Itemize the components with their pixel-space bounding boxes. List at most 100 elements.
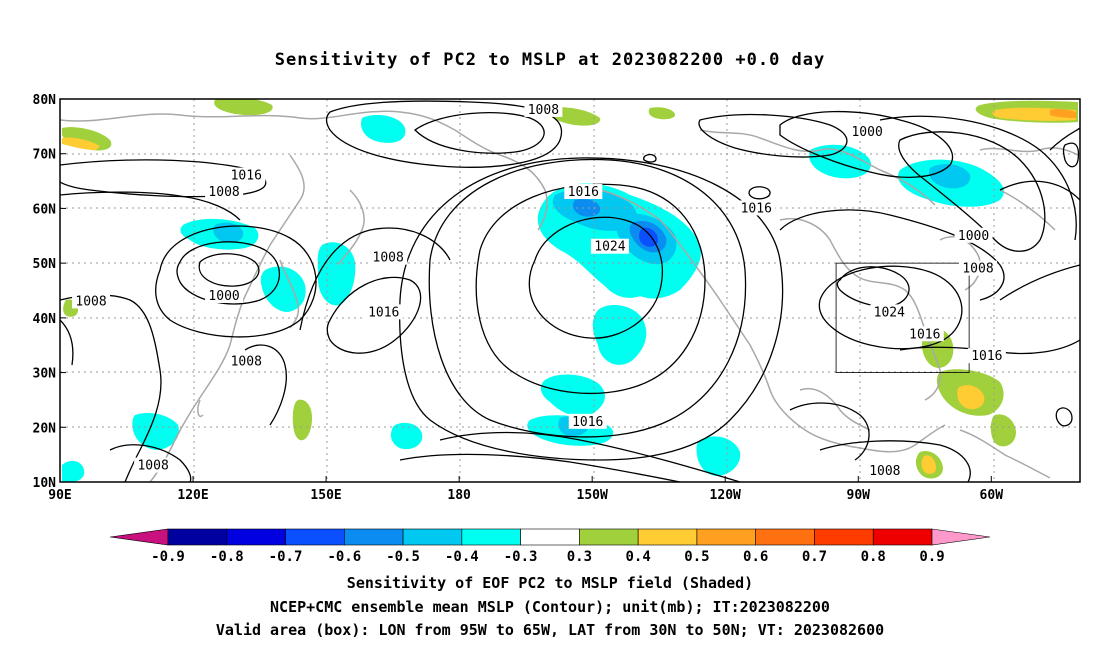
- shade-patch: [361, 115, 406, 143]
- contour-line: [818, 265, 963, 350]
- contour-label-bg: [568, 413, 607, 429]
- coastline: [779, 218, 926, 331]
- shade-patch: [572, 198, 601, 217]
- coastline: [454, 129, 548, 231]
- shade-patch: [1050, 109, 1076, 118]
- contour-label-bg: [848, 123, 887, 139]
- lon-label: 90E: [48, 488, 71, 503]
- colorbar-label: 0.5: [684, 549, 709, 565]
- contour-label-bg: [865, 463, 904, 479]
- contour-line: [299, 227, 451, 331]
- contour-line: [428, 158, 747, 438]
- shade-patch: [639, 227, 658, 247]
- contour-line: [60, 294, 162, 482]
- contour-label: 1008: [369, 249, 408, 266]
- contour-label-text: 1024: [874, 305, 905, 320]
- shade-patch: [957, 385, 985, 410]
- contour-label-text: 1008: [528, 103, 559, 118]
- shade-patch: [648, 107, 676, 120]
- contour-line: [176, 241, 281, 305]
- contour-line: [326, 276, 422, 354]
- shade-patch: [809, 144, 871, 179]
- lon-label: 90W: [847, 488, 871, 503]
- contour-label-text: 1008: [373, 251, 404, 266]
- contour-label-text: 1008: [231, 355, 262, 370]
- contour-label-text: 1008: [869, 464, 900, 479]
- contour-label-bg: [564, 184, 603, 200]
- contour-label: 1008: [227, 353, 266, 370]
- colorbar-label: 0.7: [802, 549, 827, 565]
- contour-line: [528, 216, 663, 339]
- contour-line: [898, 131, 1046, 252]
- contour-label-bg: [967, 348, 1006, 364]
- shade-patch: [990, 414, 1016, 447]
- colorbar-box: [579, 528, 639, 546]
- lat-label: 80N: [33, 93, 57, 108]
- contour-line: [1049, 127, 1080, 151]
- contour-label-text: 1008: [137, 459, 168, 474]
- contour-label-text: 1016: [741, 201, 772, 216]
- latitude-labels: 80N 70N 60N 50N 40N 30N 20N 10N: [33, 93, 66, 491]
- caption-contour: NCEP+CMC ensemble mean MSLP (Contour); u…: [270, 598, 830, 616]
- coastline: [279, 259, 300, 329]
- contour-label-bg: [227, 167, 266, 183]
- longitude-labels: 90E 120E 150E 180 150W 120W 90W 60W: [48, 476, 1003, 503]
- colorbar-label: -0.3: [504, 549, 538, 565]
- shade-patch: [921, 455, 936, 474]
- contour-label: 1008: [524, 101, 563, 118]
- contour-line: [999, 264, 1080, 301]
- contour-line: [999, 180, 1080, 201]
- contour-line: [399, 157, 784, 461]
- contour-label-text: 1008: [962, 262, 993, 277]
- shade-patch: [929, 164, 971, 189]
- contour-line: [779, 110, 954, 178]
- contour-label: 1024: [590, 238, 629, 255]
- contour-label-bg: [369, 249, 408, 265]
- colorbar-label: 0.9: [919, 549, 944, 565]
- contour-line: [109, 444, 192, 482]
- shade-patch: [62, 137, 100, 150]
- contour-line: [779, 209, 1005, 301]
- shade-patch: [317, 242, 356, 306]
- contour-line: [413, 112, 545, 154]
- coastline: [799, 388, 871, 431]
- contour-line: [1062, 142, 1080, 168]
- coastline: [924, 329, 942, 401]
- colorbar-box: [755, 528, 815, 546]
- lat-label: 20N: [33, 421, 57, 436]
- lon-label: 120E: [177, 488, 208, 503]
- colorbar-label: -0.9: [151, 549, 185, 565]
- contour-label-text: 1000: [958, 229, 989, 244]
- lat-label: 30N: [33, 367, 57, 382]
- shade-patch: [540, 374, 606, 417]
- contour-line: [60, 191, 241, 221]
- contour-label-text: 1016: [231, 169, 262, 184]
- contour-label: 1008: [205, 184, 244, 200]
- lat-label: 10N: [33, 476, 57, 491]
- contour-line: [325, 100, 563, 168]
- contour-line: [399, 453, 681, 482]
- lon-label: 150E: [310, 488, 341, 503]
- contour-label-bg: [524, 101, 563, 117]
- contour-line: [155, 225, 317, 338]
- contour-line: [819, 440, 971, 482]
- contour-label-text: 1000: [208, 289, 239, 304]
- colorbar-label: 0.4: [626, 549, 651, 565]
- coastline: [939, 236, 982, 291]
- colorbar-label: -0.7: [269, 549, 303, 565]
- contour-label-bg: [205, 184, 244, 200]
- contour-line: [698, 113, 848, 158]
- lat-label: 60N: [33, 202, 57, 217]
- shade-patch: [696, 436, 741, 476]
- contour-line: [439, 431, 741, 482]
- lat-label: 50N: [33, 257, 57, 272]
- shade-patch: [62, 460, 85, 482]
- contour-label-text: 1016: [971, 349, 1002, 364]
- contour-line: [789, 402, 870, 461]
- lon-label: 60W: [980, 488, 1004, 503]
- contour-label: 1000: [954, 227, 993, 244]
- gridlines: [60, 99, 1080, 482]
- colorbar-label: 0.3: [567, 549, 592, 565]
- colorbar-label: -0.6: [327, 549, 361, 565]
